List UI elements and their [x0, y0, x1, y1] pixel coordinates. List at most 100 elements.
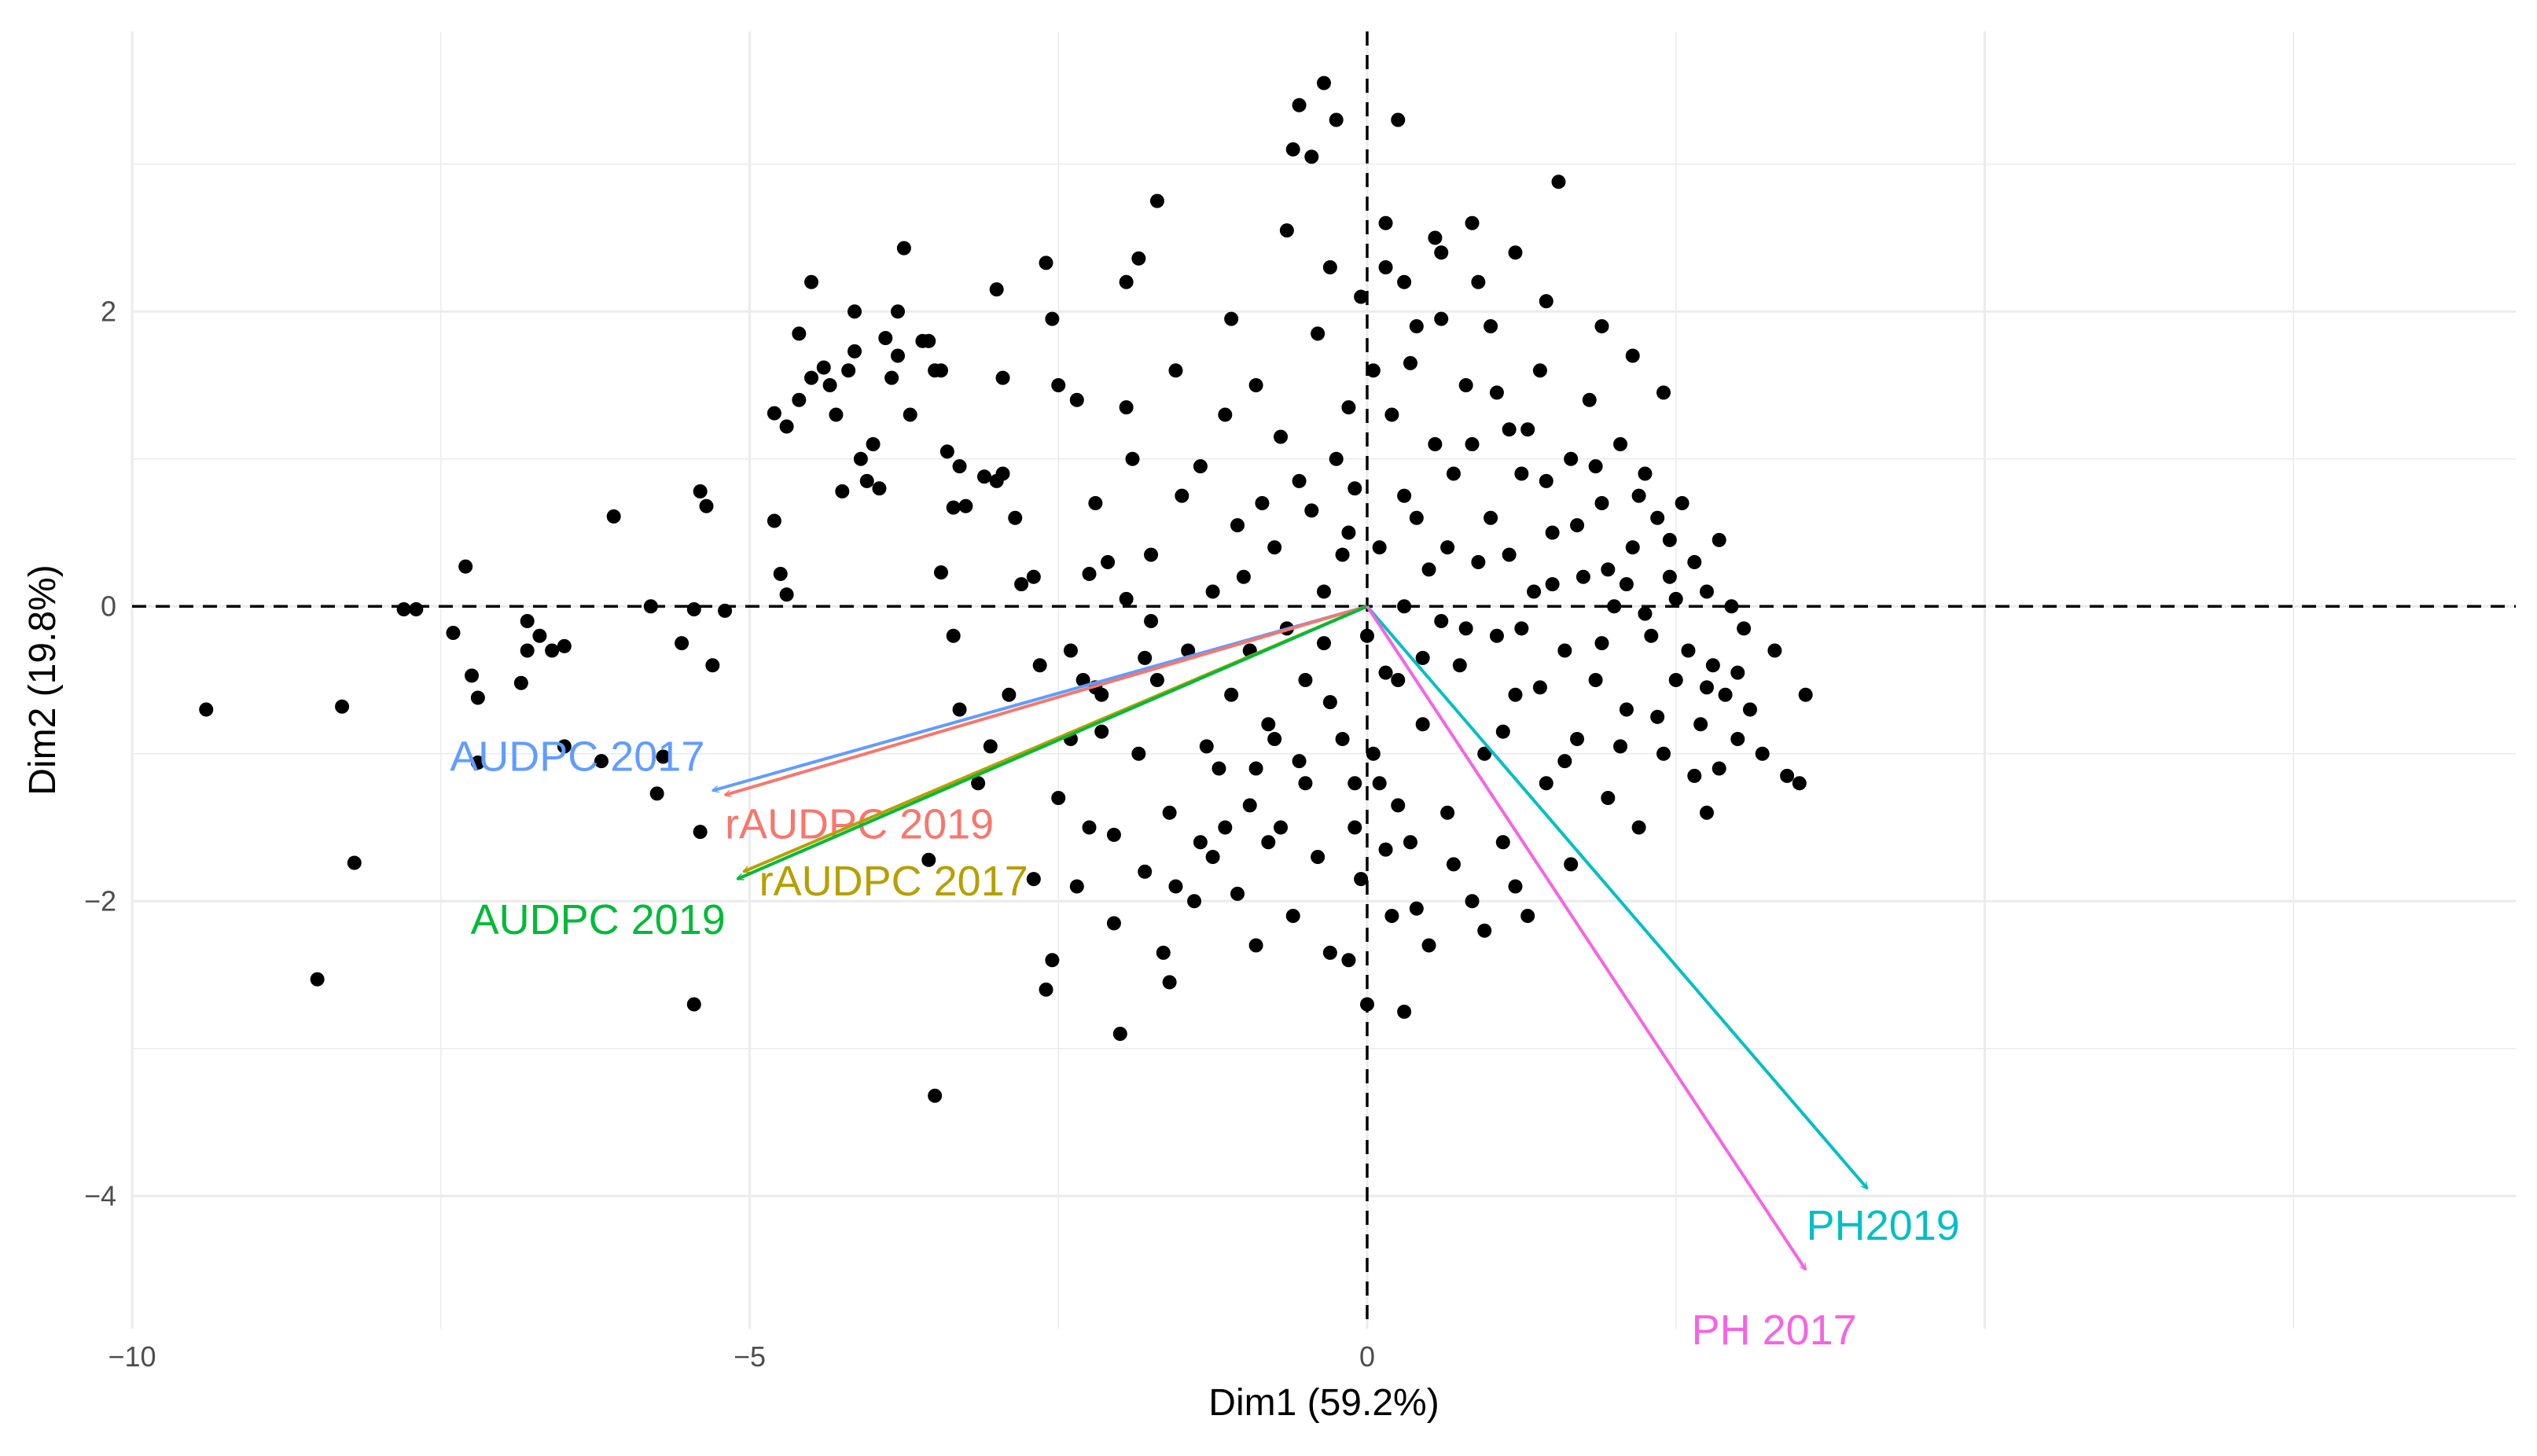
- data-point: [1341, 400, 1356, 415]
- data-point: [1705, 658, 1720, 673]
- data-point: [928, 1088, 943, 1103]
- data-point: [1088, 496, 1103, 510]
- data-point: [891, 348, 906, 363]
- vector-label: rAUDPC 2017: [759, 858, 1028, 905]
- scatter-points: [199, 75, 1813, 1103]
- data-point: [1545, 577, 1560, 592]
- data-point: [792, 326, 807, 341]
- y-tick-label: −2: [84, 884, 116, 917]
- data-point: [946, 628, 961, 643]
- data-point: [1317, 636, 1331, 651]
- data-point: [1687, 555, 1702, 569]
- data-point: [1613, 739, 1628, 754]
- data-point: [1415, 650, 1430, 665]
- data-point: [335, 699, 350, 714]
- data-point: [1026, 872, 1041, 887]
- data-point: [1285, 142, 1300, 156]
- data-point: [1193, 835, 1208, 850]
- grid-lines: [131, 31, 2516, 1329]
- data-point: [1366, 746, 1381, 761]
- data-point: [1138, 864, 1153, 879]
- data-point: [1391, 112, 1406, 127]
- data-point: [1440, 540, 1455, 555]
- data-point: [1625, 540, 1640, 555]
- data-point: [1359, 997, 1374, 1012]
- data-point: [1125, 451, 1140, 466]
- data-point: [310, 972, 325, 987]
- data-point: [1644, 628, 1659, 643]
- data-point: [1156, 945, 1171, 960]
- data-point: [1304, 503, 1319, 518]
- data-point: [1514, 621, 1529, 636]
- data-point: [804, 370, 819, 385]
- data-point: [1520, 422, 1535, 437]
- data-point: [1613, 437, 1628, 451]
- data-point: [1317, 584, 1331, 599]
- data-point: [1298, 673, 1313, 687]
- data-point: [779, 587, 794, 602]
- data-point: [1465, 437, 1480, 451]
- data-point: [767, 513, 781, 528]
- data-point: [1384, 407, 1399, 422]
- data-point: [1588, 673, 1603, 687]
- data-point: [1248, 378, 1263, 392]
- data-point: [1465, 894, 1480, 909]
- data-point: [866, 437, 881, 451]
- data-point: [1082, 820, 1097, 835]
- data-point: [1230, 886, 1245, 901]
- data-point: [859, 473, 874, 488]
- data-point: [1045, 953, 1060, 968]
- data-point: [1149, 193, 1164, 208]
- data-point: [773, 567, 788, 581]
- data-point: [1712, 761, 1726, 776]
- data-point: [1508, 245, 1523, 260]
- data-point: [1489, 385, 1504, 400]
- data-point: [1267, 540, 1282, 555]
- data-point: [1700, 584, 1715, 599]
- data-point: [1452, 658, 1467, 673]
- data-point: [1638, 606, 1653, 621]
- data-point: [1348, 776, 1362, 791]
- data-point: [1359, 628, 1374, 643]
- data-point: [1311, 850, 1325, 864]
- data-point: [1329, 112, 1344, 127]
- data-point: [1335, 547, 1350, 562]
- data-point: [1508, 687, 1523, 702]
- data-point: [1557, 754, 1572, 769]
- data-point: [1712, 532, 1726, 547]
- data-point: [1409, 319, 1424, 333]
- data-point: [1230, 518, 1245, 533]
- data-point: [1193, 459, 1208, 474]
- data-point: [1051, 791, 1066, 805]
- data-point: [1149, 673, 1164, 687]
- data-point: [1489, 628, 1504, 643]
- data-point: [1101, 555, 1116, 569]
- data-point: [1564, 857, 1579, 872]
- data-point: [939, 444, 954, 459]
- data-point: [995, 466, 1010, 481]
- data-point: [1045, 311, 1060, 326]
- data-point: [1594, 319, 1609, 333]
- data-point: [829, 407, 844, 422]
- data-point: [1248, 761, 1263, 776]
- variable-vectors: AUDPC 2017 rAUDPC 2019 rAUDPC 2017 AUDPC 20…: [450, 605, 1960, 1354]
- data-point: [1656, 746, 1671, 761]
- data-point: [1532, 680, 1547, 695]
- data-point: [1187, 894, 1202, 909]
- data-point: [933, 363, 948, 378]
- data-point: [532, 628, 547, 643]
- data-point: [779, 419, 794, 434]
- data-point: [1662, 532, 1677, 547]
- vector-arrow: [1366, 605, 1867, 1189]
- x-tick-label: −10: [108, 1340, 156, 1373]
- data-point: [1131, 746, 1146, 761]
- data-point: [1075, 673, 1090, 687]
- data-point: [952, 459, 967, 474]
- data-point: [458, 559, 473, 574]
- data-point: [848, 304, 862, 319]
- data-point: [1681, 643, 1696, 658]
- data-point: [1341, 525, 1356, 540]
- data-point: [1378, 215, 1393, 230]
- data-point: [1131, 251, 1146, 266]
- data-point: [1119, 591, 1134, 606]
